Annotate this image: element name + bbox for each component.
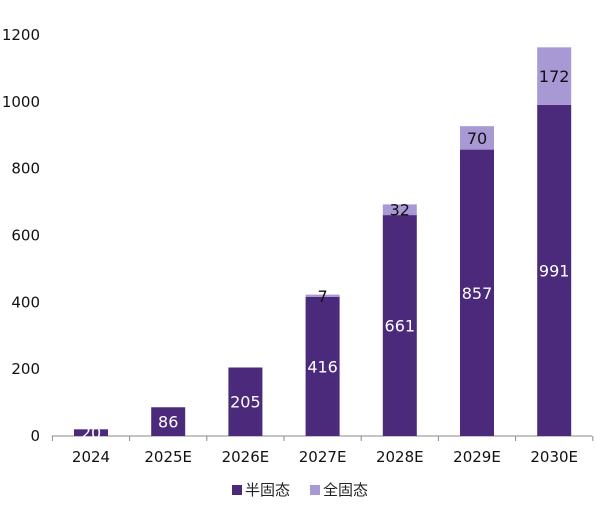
- y-tick-label: 1200: [2, 26, 40, 44]
- data-label: 661: [385, 317, 416, 336]
- legend-label: 全固态: [323, 481, 368, 499]
- bar-segment: [382, 215, 417, 436]
- x-tick-label: 2025E: [144, 448, 192, 466]
- legend-swatch: [310, 485, 320, 495]
- x-axis: 2024 2025E 2026E 2027E 2028E 2029E 2030E: [51, 435, 594, 466]
- x-tick-label: 2026E: [222, 448, 270, 466]
- bar-segment: [228, 367, 263, 436]
- data-label: 172: [539, 67, 570, 86]
- data-label: 86: [158, 413, 178, 432]
- y-axis: 0 200 400 600 800 1000 1200: [2, 26, 40, 445]
- y-tick-label: 1000: [2, 93, 40, 111]
- y-tick-label: 0: [30, 427, 40, 445]
- x-tick-label: 2027E: [299, 448, 347, 466]
- y-tick-label: 800: [11, 160, 40, 178]
- data-label: 20: [81, 424, 101, 443]
- y-tick-label: 200: [11, 360, 40, 378]
- x-tick-label: 2028E: [376, 448, 424, 466]
- data-label: 205: [230, 393, 261, 412]
- bars: [74, 47, 572, 436]
- x-tick-label: 2024: [72, 448, 110, 466]
- x-tick-label: 2029E: [453, 448, 501, 466]
- bar-segment: [151, 407, 186, 436]
- y-tick-label: 400: [11, 293, 40, 311]
- y-tick-label: 600: [11, 226, 40, 244]
- data-label: 7: [318, 287, 328, 306]
- bar-segment: [460, 149, 494, 436]
- data-label: 991: [539, 261, 570, 280]
- data-label: 70: [467, 129, 487, 148]
- data-label: 32: [390, 201, 410, 220]
- legend-label: 半固态: [245, 481, 290, 499]
- data-labels: 20 86 205 416 7 661 32 857 70 991 172: [81, 67, 570, 443]
- legend: 半固态 全固态: [232, 481, 368, 499]
- x-tick-label: 2030E: [530, 448, 578, 466]
- bar-segment: [74, 429, 108, 436]
- bar-segment: [382, 204, 417, 216]
- bar-segment: [460, 126, 494, 150]
- bar-segment: [305, 294, 340, 297]
- bar-segment: [537, 47, 572, 105]
- bar-segment: [537, 104, 572, 436]
- data-label: 857: [462, 284, 493, 303]
- data-label: 416: [307, 357, 338, 376]
- legend-swatch: [232, 485, 242, 495]
- bar-segment: [305, 296, 340, 436]
